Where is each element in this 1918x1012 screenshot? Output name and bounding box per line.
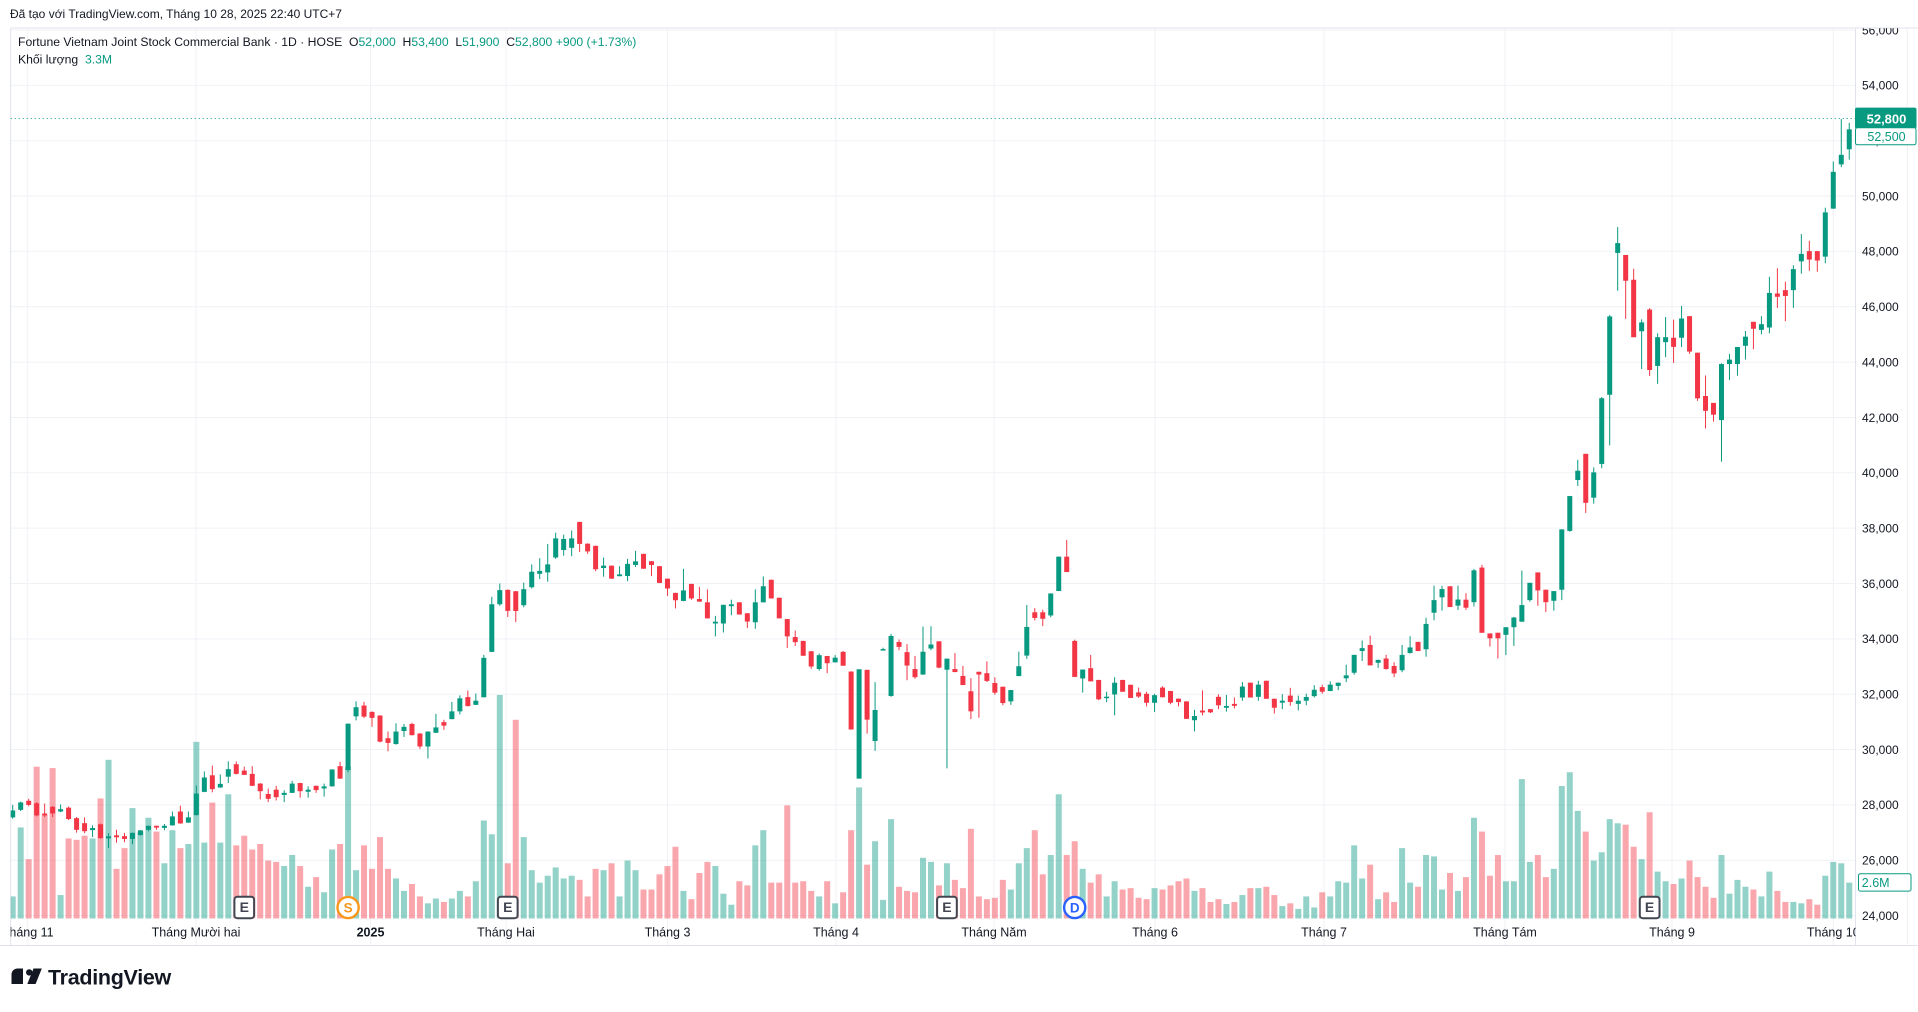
svg-text:D: D xyxy=(1070,900,1080,915)
svg-text:Tháng Mười hai: Tháng Mười hai xyxy=(152,926,241,940)
svg-text:Tháng Hai: Tháng Hai xyxy=(477,926,535,940)
svg-text:Tháng 9: Tháng 9 xyxy=(1649,926,1695,940)
svg-text:Fortune Vietnam Joint Stock Co: Fortune Vietnam Joint Stock Commercial B… xyxy=(18,35,636,49)
svg-text:46,000: 46,000 xyxy=(1862,300,1899,314)
svg-text:24,000: 24,000 xyxy=(1862,909,1899,923)
svg-text:34,000: 34,000 xyxy=(1862,632,1899,646)
svg-text:Tháng 10: Tháng 10 xyxy=(1807,926,1860,940)
svg-text:56,000: 56,000 xyxy=(1862,23,1899,37)
svg-text:Tháng 7: Tháng 7 xyxy=(1301,926,1347,940)
svg-text:Tháng 6: Tháng 6 xyxy=(1132,926,1178,940)
svg-text:26,000: 26,000 xyxy=(1862,854,1899,868)
svg-text:Tháng 4: Tháng 4 xyxy=(813,926,859,940)
svg-text:50,000: 50,000 xyxy=(1862,189,1899,203)
svg-text:Tháng Năm: Tháng Năm xyxy=(961,926,1026,940)
svg-text:2025: 2025 xyxy=(357,926,385,940)
svg-text:54,000: 54,000 xyxy=(1862,79,1899,93)
svg-text:48,000: 48,000 xyxy=(1862,245,1899,259)
svg-text:52,800: 52,800 xyxy=(1867,111,1907,126)
svg-text:E: E xyxy=(942,899,951,915)
svg-text:S: S xyxy=(344,900,353,915)
svg-text:36,000: 36,000 xyxy=(1862,577,1899,591)
svg-text:38,000: 38,000 xyxy=(1862,522,1899,536)
svg-text:Tháng 11: Tháng 11 xyxy=(2,926,54,940)
svg-text:44,000: 44,000 xyxy=(1862,355,1899,369)
svg-text:30,000: 30,000 xyxy=(1862,743,1899,757)
svg-text:Tháng Tám: Tháng Tám xyxy=(1473,926,1537,940)
svg-text:40,000: 40,000 xyxy=(1862,466,1899,480)
svg-text:Khối lượng 3.3M: Khối lượng 3.3M xyxy=(18,52,112,66)
svg-text:E: E xyxy=(503,899,512,915)
svg-text:Tháng 3: Tháng 3 xyxy=(645,926,691,940)
svg-text:TradingView: TradingView xyxy=(48,966,172,990)
svg-text:28,000: 28,000 xyxy=(1862,798,1899,812)
svg-text:42,000: 42,000 xyxy=(1862,411,1899,425)
svg-text:2.6M: 2.6M xyxy=(1862,876,1890,890)
svg-text:52,500: 52,500 xyxy=(1867,130,1905,144)
svg-text:E: E xyxy=(1645,899,1654,915)
svg-text:32,000: 32,000 xyxy=(1862,688,1899,702)
svg-text:Đã tạo với TradingView.com, Th: Đã tạo với TradingView.com, Tháng 10 28,… xyxy=(10,7,342,21)
svg-text:E: E xyxy=(240,899,249,915)
